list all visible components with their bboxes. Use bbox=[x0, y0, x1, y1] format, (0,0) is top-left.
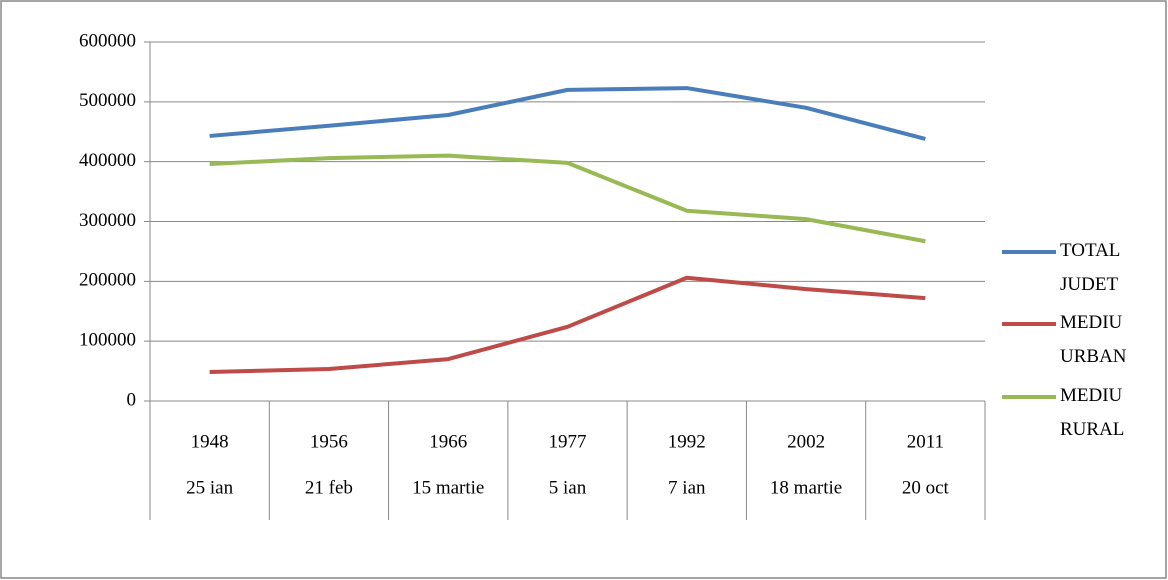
series-line bbox=[209, 153, 926, 244]
x-tick-date: 18 martie bbox=[770, 477, 842, 498]
x-tick-date: 15 martie bbox=[412, 477, 484, 498]
y-tick-label: 100000 bbox=[79, 330, 136, 351]
y-tick-label: 600000 bbox=[79, 30, 136, 51]
x-tick-date: 7 ian bbox=[668, 477, 706, 498]
x-tick-date: 20 oct bbox=[902, 477, 950, 498]
y-tick-label: 200000 bbox=[79, 270, 136, 291]
x-tick-label: 2011 bbox=[907, 431, 944, 452]
y-tick-label: 400000 bbox=[79, 150, 136, 171]
x-tick-label: 2002 bbox=[787, 431, 825, 452]
x-tick-date: 25 ian bbox=[186, 477, 233, 498]
series-line bbox=[209, 86, 926, 141]
y-tick-label: 500000 bbox=[79, 90, 136, 111]
x-tick-label: 1966 bbox=[429, 431, 467, 452]
y-tick-label: 300000 bbox=[79, 210, 136, 231]
x-tick-label: 1977 bbox=[549, 431, 587, 452]
x-tick-date: 5 ian bbox=[549, 477, 587, 498]
x-tick-label: 1948 bbox=[191, 431, 229, 452]
x-tick-label: 1992 bbox=[668, 431, 706, 452]
y-tick-label: 0 bbox=[127, 389, 137, 410]
x-tick-date: 21 feb bbox=[305, 477, 353, 498]
x-tick-label: 1956 bbox=[310, 431, 348, 452]
legend-label: MEDIU URBAN bbox=[1060, 312, 1127, 367]
legend-label: TOTAL JUDET bbox=[1060, 240, 1124, 295]
series-line bbox=[209, 275, 926, 374]
legend-label: MEDIU RURAL bbox=[1060, 385, 1127, 440]
